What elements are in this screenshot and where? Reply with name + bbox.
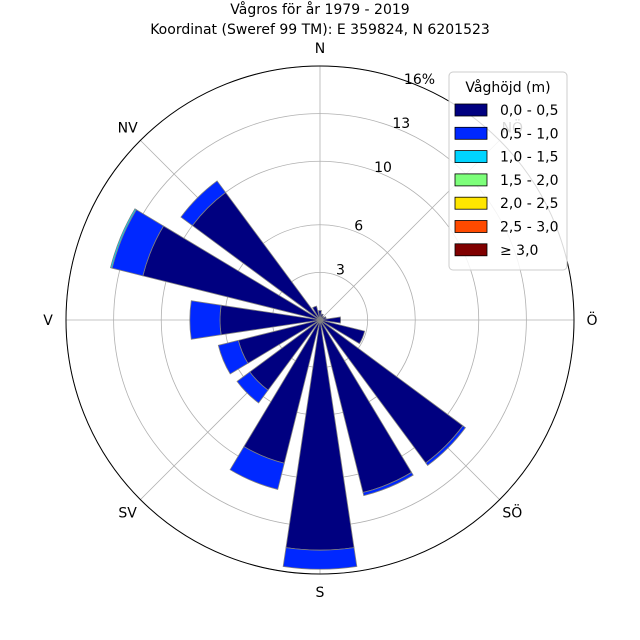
bar-nnv-0-0-0-5 [312, 305, 321, 321]
bar-ssv-0-5-1-0 [229, 446, 285, 490]
radial-tick-2: 10 [374, 160, 392, 176]
legend-swatch-4 [454, 196, 488, 210]
radial-tick-4: 16% [404, 72, 435, 88]
legend-swatch-0 [454, 103, 488, 117]
legend-label-3: 1,5 - 2,0 [500, 173, 558, 189]
direction-label-n: N [315, 41, 325, 57]
bar-nv-0-5-1-0 [180, 180, 227, 227]
legend-items: 0,0 - 0,5 0,5 - 1,0 1,0 - 1,5 1,5 - 2,0 2,0 … [454, 103, 558, 259]
bar-vsv-0-5-1-0 [217, 339, 249, 375]
legend-label-5: 2,5 - 3,0 [500, 220, 558, 236]
legend-swatch-1 [454, 126, 488, 140]
bar-o-0-0-0-5 [319, 316, 342, 324]
bar-s-0-5-1-0 [282, 547, 358, 570]
legend-label-2: 1,0 - 1,5 [500, 150, 558, 166]
bar-oso-0-0-0-5 [319, 319, 366, 345]
direction-label-s: S [316, 585, 325, 601]
bar-n-0-0-0-5 [318, 310, 322, 321]
bar-sv-0-5-1-0 [236, 371, 269, 404]
bar-sso-0-5-1-0 [362, 471, 414, 497]
legend-label-4: 2,0 - 2,5 [500, 196, 558, 212]
legend-frame [448, 71, 568, 271]
direction-label-so: SÖ [502, 503, 522, 521]
chart-subtitle: Koordinat (Sweref 99 TM): E 359824, N 62… [150, 22, 490, 38]
legend-label-0: 0,0 - 0,5 [500, 103, 558, 119]
legend-label-6: ≥ 3,0 [500, 243, 538, 259]
bar-s-0-0-0-5 [285, 319, 355, 551]
radial-tick-3: 13 [392, 116, 410, 132]
legend-swatch-2 [454, 150, 488, 164]
direction-label-sv: SV [118, 505, 137, 521]
radial-tick-0: 3 [336, 262, 345, 278]
legend-swatch-6 [454, 243, 488, 257]
bar-ono-0-0-0-5 [319, 316, 327, 321]
legend-title: Våghöjd (m) [465, 79, 550, 96]
outer-ring [65, 65, 575, 575]
direction-label-v: V [43, 313, 53, 329]
chart-title: Vågros för år 1979 - 2019 [230, 1, 409, 18]
bar-vnv-1-0-1-5 [110, 208, 137, 269]
legend-label-1: 0,5 - 1,0 [500, 126, 558, 142]
direction-label-o: Ö [586, 311, 597, 329]
legend: Våghöjd (m) 0,0 - 0,5 0,5 - 1,0 1,0 - 1,5 1… [448, 71, 568, 271]
direction-label-nv: NV [118, 121, 138, 137]
bar-v-0-0-0-5 [219, 304, 321, 336]
rose-bars [110, 180, 467, 570]
legend-swatch-5 [454, 220, 488, 233]
radial-tick-labels: 3 6 10 13 16% [336, 72, 435, 279]
bar-v-0-5-1-0 [189, 300, 222, 340]
legend-swatch-3 [454, 173, 488, 187]
radial-tick-1: 6 [354, 218, 363, 234]
bar-so-0-5-1-0 [425, 425, 467, 467]
